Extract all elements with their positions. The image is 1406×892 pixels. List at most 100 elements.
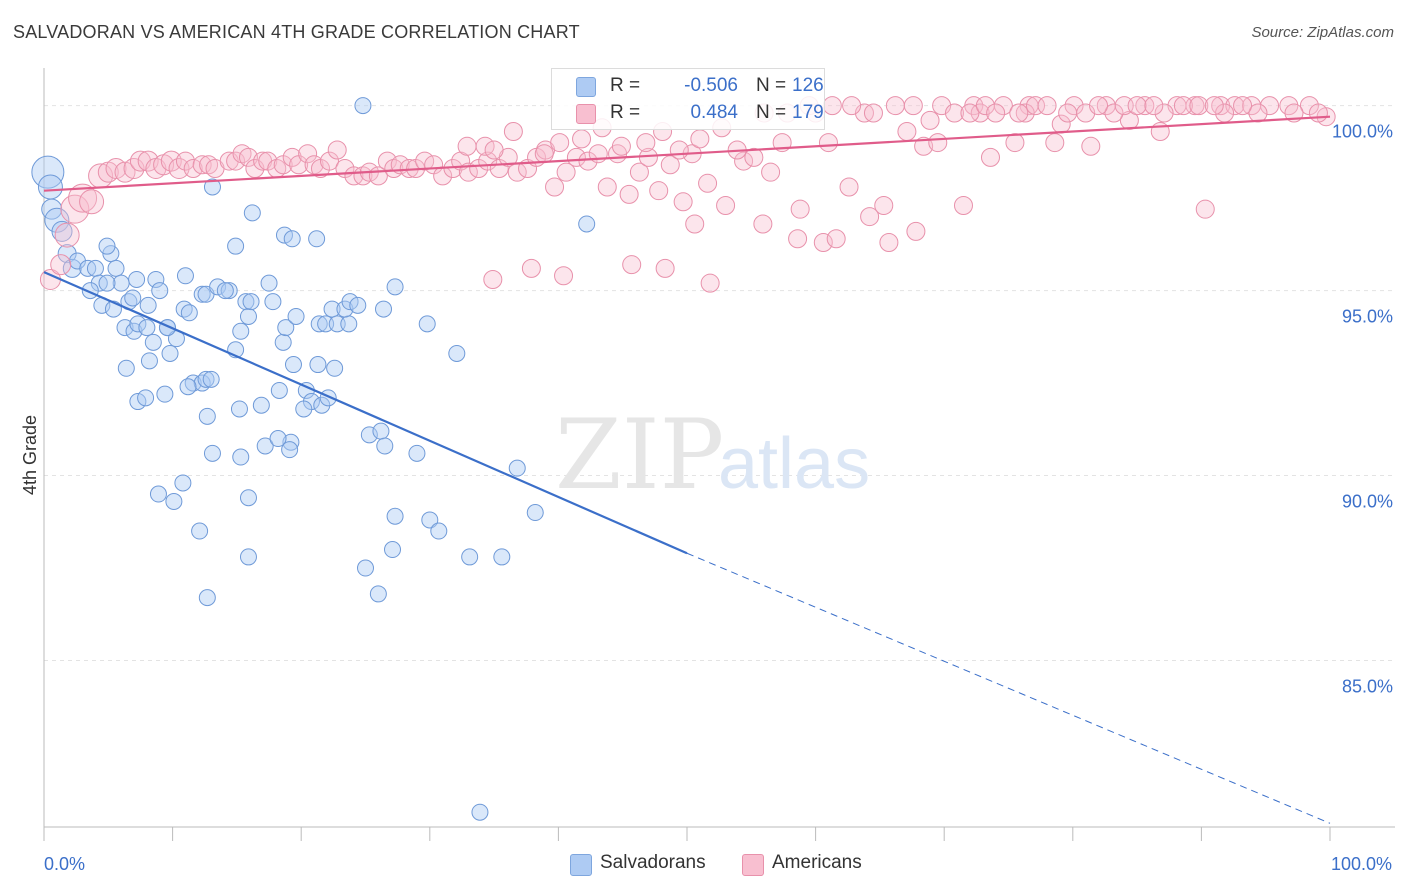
salvadorans-point [198, 407, 216, 425]
salvadorans-point [242, 293, 260, 311]
salvadorans-point [508, 459, 526, 477]
americans-point [980, 147, 1000, 167]
americans-point [1104, 103, 1124, 123]
americans-point [839, 177, 859, 197]
salvadorans-point [471, 803, 489, 821]
americans-point [534, 144, 554, 164]
americans-point [897, 121, 917, 141]
americans-point [826, 229, 846, 249]
americans-point [885, 96, 905, 116]
americans-point [960, 103, 980, 123]
americans-point [1058, 103, 1078, 123]
salvadorans-point [328, 315, 346, 333]
salvadorans-point [31, 155, 65, 189]
americans-point [761, 162, 781, 182]
americans-point [1233, 96, 1253, 116]
americans-point [1248, 103, 1268, 123]
salvadorans-point [239, 548, 257, 566]
americans-point [168, 157, 190, 179]
salvadorans-legend-swatch [570, 854, 592, 876]
y-tick-label: 100.0% [1332, 122, 1393, 142]
salvadorans-point [98, 274, 116, 292]
salvadorans-point [128, 270, 146, 288]
salvadorans-point [341, 293, 359, 311]
salvadorans-point [191, 522, 209, 540]
salvadorans-point [282, 433, 300, 451]
salvadorans-point [264, 293, 282, 311]
americans-point [698, 173, 718, 193]
salvadorans-point [493, 548, 511, 566]
americans-point [1037, 96, 1057, 116]
salvadorans-point [203, 178, 221, 196]
americans-point [572, 129, 592, 149]
salvadorans-point [275, 226, 293, 244]
americans-point [226, 151, 246, 171]
americans-point [914, 136, 934, 156]
americans-point [975, 96, 995, 116]
americans-point [619, 184, 639, 204]
salvadorans-point [216, 282, 234, 300]
salvadorans-point [138, 319, 156, 337]
salvadorans-point [418, 315, 436, 333]
salvadorans-point [44, 207, 70, 233]
salvadorans-point [421, 511, 439, 529]
americans-point [1089, 96, 1109, 116]
americans-point [734, 151, 754, 171]
salvadorans-point [129, 315, 147, 333]
americans-point [566, 147, 586, 167]
americans-point [744, 147, 764, 167]
americans-point [1144, 96, 1164, 116]
americans-point [1189, 96, 1209, 116]
salvadorans-point [86, 259, 104, 277]
americans-point [629, 162, 649, 182]
americans-point [788, 229, 808, 249]
salvadorans-point [277, 319, 295, 337]
axes [43, 68, 1395, 841]
americans-point [484, 140, 504, 160]
americans-point [597, 177, 617, 197]
trend-lines [43, 115, 1331, 824]
americans-point [1119, 110, 1139, 130]
salvadorans-point [151, 282, 169, 300]
americans-point [545, 177, 565, 197]
salvadorans-point [161, 344, 179, 362]
salvadorans-point [357, 559, 374, 577]
salvadorans-point [284, 356, 302, 374]
americans-point [986, 103, 1006, 123]
americans-point [129, 150, 151, 172]
salvadorans-point [252, 396, 270, 414]
americans-point [753, 214, 773, 234]
americans-point [503, 121, 523, 141]
watermark-atlas: atlas [718, 424, 870, 504]
salvadorans-point [295, 400, 313, 418]
salvadorans-point [37, 174, 63, 200]
americans-point [874, 195, 894, 215]
salvadorans-point [323, 300, 341, 318]
americans-point [554, 266, 574, 286]
salvadorans-point [147, 270, 165, 288]
salvadorans-point [227, 237, 245, 255]
salvadorans-point [578, 215, 596, 233]
americans-point [928, 133, 948, 153]
n-label: N = [756, 102, 787, 123]
americans-point [457, 136, 477, 156]
gridlines [44, 105, 1395, 662]
americans-point [1308, 103, 1328, 123]
salvadorans-point [239, 489, 257, 507]
salvadorans-point [526, 504, 544, 522]
y-axis-label: 4th Grade [20, 415, 40, 495]
americans-point [1127, 96, 1147, 116]
americans-point [669, 140, 689, 160]
salvadorans-point [129, 393, 147, 411]
americans-point [822, 96, 842, 116]
americans-point [860, 207, 880, 227]
salvadorans-point [260, 274, 278, 292]
salvadorans-point [156, 385, 174, 403]
salvadorans-point [193, 285, 211, 303]
americans-point [649, 181, 669, 201]
americans-point [863, 103, 883, 123]
americans-point [903, 96, 923, 116]
salvadorans-point [283, 230, 301, 248]
americans-point [556, 162, 576, 182]
